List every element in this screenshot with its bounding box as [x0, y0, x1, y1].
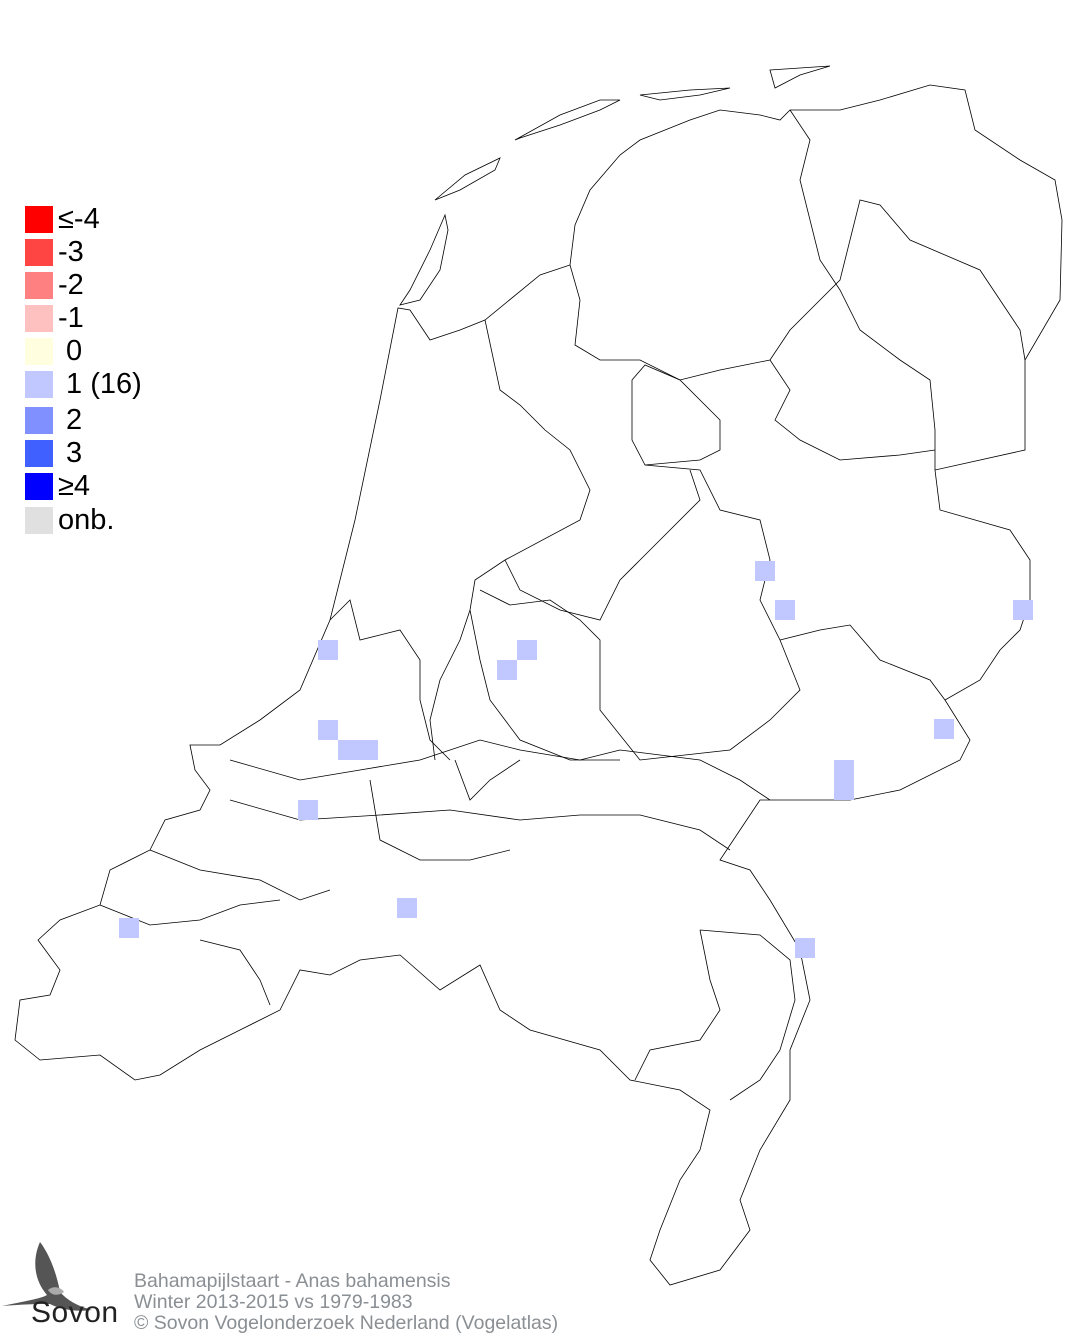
island-terschelling — [514, 99, 621, 141]
map-caption: Bahamapijlstaart - Anas bahamensis Winte… — [134, 1271, 558, 1334]
legend-item: ≤-4 — [25, 203, 100, 235]
legend-label: 1 (16) — [58, 368, 142, 400]
country-outline — [14, 84, 1063, 1286]
legend-swatch — [25, 238, 53, 266]
sovon-swallow-logo — [2, 1242, 92, 1311]
legend-swatch — [25, 472, 53, 500]
grid-cell — [318, 720, 338, 740]
legend-swatch — [25, 506, 53, 534]
grid-cells — [119, 561, 1033, 958]
legend-label: 0 — [58, 335, 83, 367]
island-texel — [399, 213, 449, 306]
legend-item: onb. — [25, 504, 115, 536]
legend-label: -2 — [58, 269, 84, 301]
legend-label: -3 — [58, 236, 84, 268]
grid-cell — [775, 600, 795, 620]
grid-cell — [517, 640, 537, 660]
period-comparison: Winter 2013-2015 vs 1979-1983 — [134, 1291, 413, 1313]
grid-cell — [298, 800, 318, 820]
legend-label: onb. — [58, 504, 115, 536]
legend-label: -1 — [58, 302, 84, 334]
grid-cell — [834, 760, 854, 780]
legend-swatch — [25, 406, 53, 434]
legend-item: 2 — [25, 404, 83, 436]
legend-swatch — [25, 304, 53, 332]
island-schiermonnikoog — [769, 65, 831, 89]
grid-cell — [834, 780, 854, 800]
province-borders — [14, 84, 1063, 1286]
island-ameland — [639, 87, 731, 101]
grid-cell — [795, 938, 815, 958]
legend-swatch — [25, 439, 53, 467]
copyright: © Sovon Vogelonderzoek Nederland (Vogela… — [134, 1312, 559, 1334]
wadden-islands — [399, 65, 831, 306]
legend-item: 0 — [25, 335, 83, 367]
legend-swatch — [25, 337, 53, 365]
legend-item: -2 — [25, 269, 84, 301]
legend-label: 2 — [58, 404, 83, 436]
grid-cell — [358, 740, 378, 760]
grid-cell — [755, 561, 775, 581]
grid-cell — [119, 918, 139, 938]
legend-label: 3 — [58, 437, 83, 469]
legend-item: -3 — [25, 236, 84, 268]
grid-cell — [397, 898, 417, 918]
grid-cell — [338, 740, 358, 760]
legend-swatch — [25, 271, 53, 299]
grid-cell — [934, 719, 954, 739]
grid-cell — [318, 640, 338, 660]
legend-item: 1 (16) — [25, 368, 142, 400]
legend-swatch — [25, 205, 53, 233]
legend-label: ≤-4 — [58, 203, 100, 235]
grid-cell — [1013, 600, 1033, 620]
legend-item: -1 — [25, 302, 84, 334]
island-vlieland — [434, 157, 501, 201]
logo-text: Sovon — [31, 1296, 119, 1329]
legend-item: 3 — [25, 437, 83, 469]
legend-label: ≥4 — [58, 470, 91, 502]
legend-item: ≥4 — [25, 470, 91, 502]
species-name: Bahamapijlstaart - Anas bahamensis — [134, 1270, 451, 1292]
grid-cell — [497, 660, 517, 680]
legend-swatch — [25, 370, 53, 398]
